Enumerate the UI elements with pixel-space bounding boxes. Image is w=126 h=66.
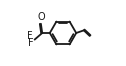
Text: F: F — [27, 31, 32, 41]
Text: F: F — [28, 38, 34, 48]
Text: O: O — [37, 12, 45, 22]
